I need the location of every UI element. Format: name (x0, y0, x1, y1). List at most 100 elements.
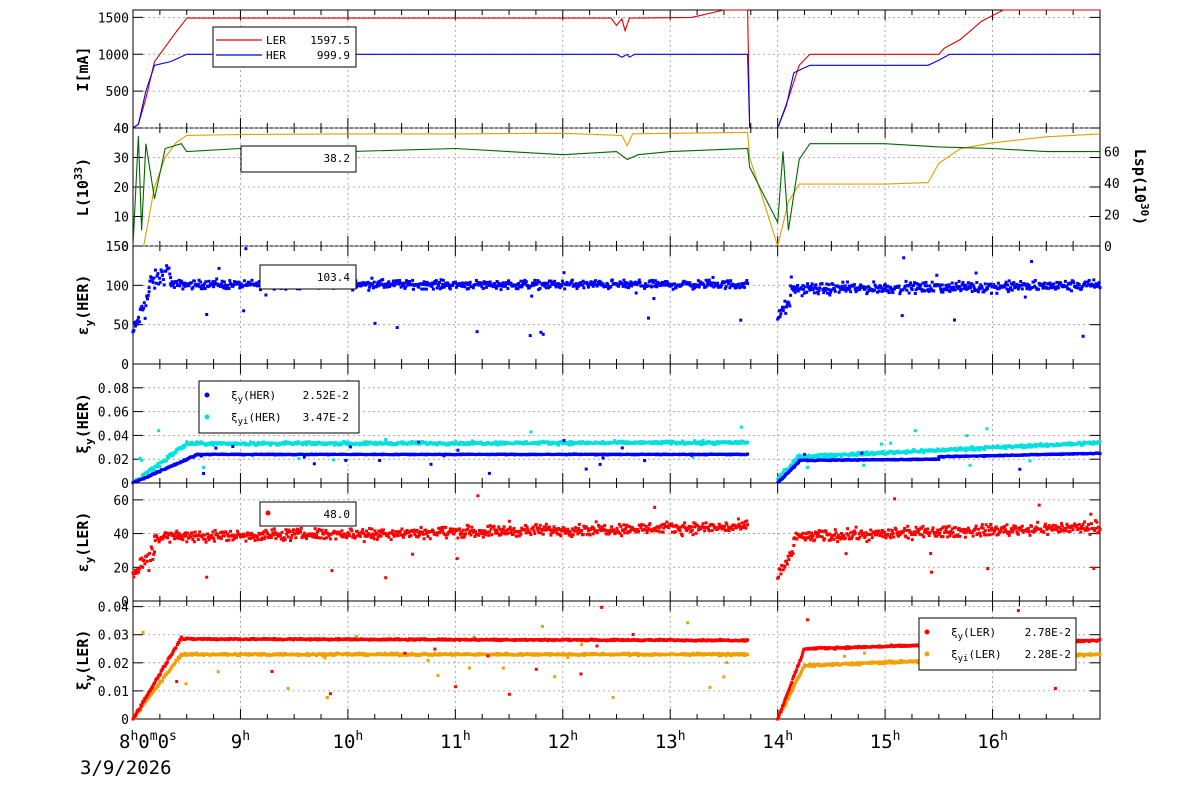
data-point (1008, 279, 1011, 282)
data-point (496, 529, 499, 532)
legend-label: LER (266, 34, 286, 47)
data-point (214, 529, 217, 532)
data-point (580, 529, 583, 532)
data-point (168, 273, 171, 276)
y2-tick-label: 40 (1104, 177, 1120, 192)
data-point (905, 289, 908, 292)
data-point (955, 282, 958, 285)
data-point (637, 530, 640, 533)
data-point (732, 528, 735, 531)
y-axis-label-3: εy(HER) (74, 275, 96, 336)
data-point (708, 529, 711, 532)
legend-value: 2.52E-2 (303, 389, 349, 402)
data-point (533, 529, 536, 532)
data-point (1049, 282, 1052, 285)
data-point (739, 319, 742, 322)
y-tick-label: 0.04 (98, 429, 129, 444)
data-point (623, 531, 626, 534)
data-point (138, 320, 141, 323)
data-point (168, 541, 171, 544)
data-point (582, 533, 585, 536)
data-point (425, 288, 428, 291)
data-point (545, 523, 548, 526)
data-point (488, 530, 491, 533)
data-point (846, 281, 849, 284)
data-point (151, 558, 154, 561)
data-point (313, 462, 316, 465)
data-point (643, 459, 646, 462)
data-point (620, 534, 623, 537)
data-point (396, 326, 399, 329)
data-point (384, 576, 387, 579)
data-point (373, 537, 376, 540)
data-point (441, 528, 444, 531)
data-point (690, 525, 693, 528)
data-point (147, 569, 150, 572)
y-tick-label: 0.08 (98, 382, 129, 397)
data-point (746, 441, 749, 444)
data-point (860, 452, 863, 455)
data-point (493, 525, 496, 528)
data-point (548, 526, 551, 529)
data-point (997, 282, 1000, 285)
data-point (821, 282, 824, 285)
data-point (412, 288, 415, 291)
data-point (500, 288, 503, 291)
data-point (834, 290, 837, 293)
data-point (650, 285, 653, 288)
data-point (212, 537, 215, 540)
data-point (476, 330, 479, 333)
data-point (203, 534, 206, 537)
data-point (610, 525, 613, 528)
data-point (288, 530, 291, 533)
data-point (576, 532, 579, 535)
data-point (951, 282, 954, 285)
data-point (925, 281, 928, 284)
data-point (314, 527, 317, 530)
data-point (444, 526, 447, 529)
data-point (228, 279, 231, 282)
data-point (598, 525, 601, 528)
data-point (458, 527, 461, 530)
data-point (205, 576, 208, 579)
panel-frame (133, 246, 1100, 364)
data-point (939, 288, 942, 291)
data-point (652, 297, 655, 300)
y-tick-label: 0 (121, 358, 129, 373)
y-tick-label: 40 (113, 122, 129, 137)
data-point (935, 274, 938, 277)
data-point (569, 530, 572, 533)
data-point (931, 281, 934, 284)
data-point (482, 287, 485, 290)
data-point (716, 282, 719, 285)
data-point (539, 524, 542, 527)
data-point (815, 283, 818, 286)
data-point (1034, 279, 1037, 282)
y-tick-label: 60 (113, 494, 129, 509)
data-point (779, 312, 782, 315)
data-point (228, 539, 231, 542)
data-point (297, 457, 300, 460)
data-point (430, 285, 433, 288)
data-point (787, 302, 790, 305)
data-point (1098, 281, 1101, 284)
data-point (464, 532, 467, 535)
data-point (1037, 288, 1040, 291)
data-point (948, 290, 951, 293)
data-point (350, 529, 353, 532)
data-point (1070, 289, 1073, 292)
legend-value: 999.9 (317, 49, 350, 62)
data-point (331, 569, 334, 572)
data-point (204, 280, 207, 283)
legend-marker (205, 393, 210, 398)
data-point (422, 533, 425, 536)
data-point (244, 247, 247, 250)
y-tick-label: 0.06 (98, 406, 129, 421)
data-point (151, 547, 154, 550)
data-point (1043, 282, 1046, 285)
data-point (449, 287, 452, 290)
panel-frame (133, 483, 1100, 601)
